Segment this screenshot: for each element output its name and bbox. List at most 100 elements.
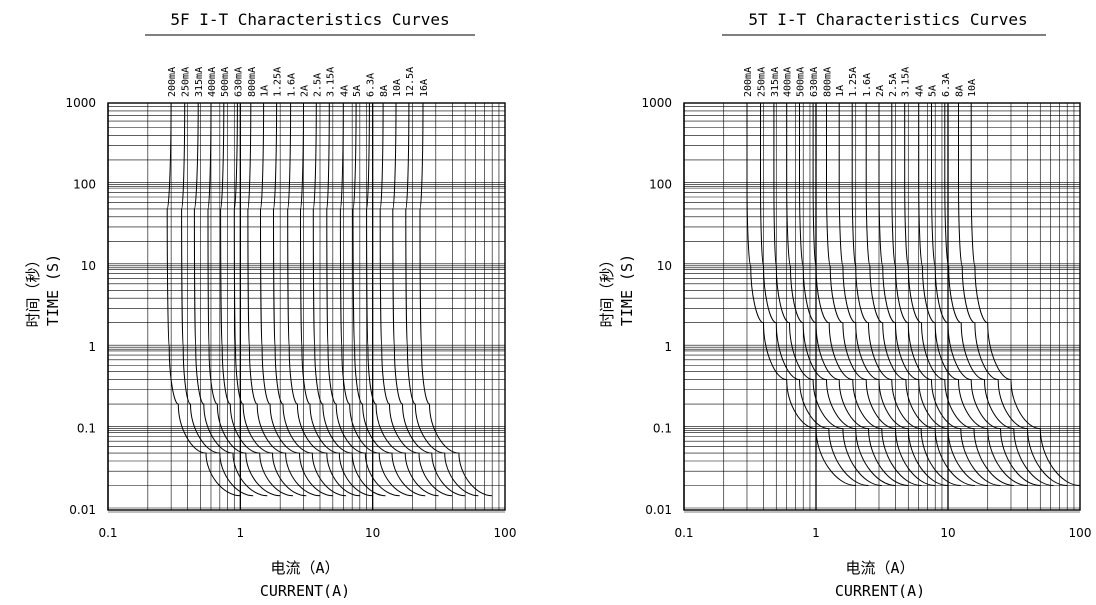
curve-3.15A xyxy=(326,103,400,497)
curve-label: 1.25A xyxy=(848,67,859,97)
curve-2.5A xyxy=(891,103,1001,486)
curve-500mA xyxy=(798,103,909,486)
curve-630mA xyxy=(812,103,922,486)
curve-4A xyxy=(918,103,1028,486)
curve-label: 400mA xyxy=(783,67,794,97)
curve-1.6A xyxy=(287,103,360,497)
x-axis-label-en: CURRENT(A) xyxy=(835,582,925,600)
y-tick-label: 10 xyxy=(657,259,672,273)
curve-label: 4A xyxy=(339,85,350,97)
curve-315mA xyxy=(193,103,268,497)
y-tick-label: 100 xyxy=(649,177,672,191)
y-tick-label: 100 xyxy=(73,177,96,191)
curve-label: 630mA xyxy=(233,67,244,97)
curve-3.15A xyxy=(904,103,1014,486)
y-axis-label-en: TIME (S) xyxy=(44,254,62,326)
x-axis-label-en: CURRENT(A) xyxy=(260,582,350,600)
chart-title: 5T I-T Characteristics Curves xyxy=(748,10,1027,29)
grid xyxy=(683,103,1080,513)
curve-800mA xyxy=(247,103,321,497)
plot-frame xyxy=(107,102,506,511)
curve-630mA xyxy=(233,103,307,497)
x-tick-label: 1 xyxy=(237,526,245,540)
curve-labels: 200mA 250mA 315mA 400mA 500mA 630mA 800mA 1A 1.2… xyxy=(167,67,430,97)
curve-label: 8A xyxy=(955,85,966,97)
curve-4A xyxy=(339,103,413,497)
curve-250mA xyxy=(181,103,254,497)
curve-label: 12.5A xyxy=(405,67,416,97)
chart-5t: 5T I-T Characteristics Curves 200mA 250mA… xyxy=(598,10,1091,600)
curve-1.25A xyxy=(851,103,961,486)
curve-label: 630mA xyxy=(809,67,820,97)
curve-1.6A xyxy=(865,103,975,486)
curve-label: 500mA xyxy=(220,67,231,97)
curve-label: 800mA xyxy=(823,67,834,97)
curve-label: 500mA xyxy=(796,67,807,97)
curve-label: 1A xyxy=(835,85,846,97)
plot-frame xyxy=(683,102,1081,511)
y-axis-label: 时间（秒） xyxy=(598,252,616,327)
curve-label: 2A xyxy=(875,85,886,97)
y-tick-label: 1000 xyxy=(65,96,96,110)
x-tick-label: 0.1 xyxy=(98,526,117,540)
curve-2.5A xyxy=(312,103,386,497)
y-tick-label: 1000 xyxy=(641,96,672,110)
curve-label: 400mA xyxy=(207,67,218,97)
x-tick-label: 10 xyxy=(940,526,955,540)
curve-400mA xyxy=(207,103,281,497)
curve-label: 315mA xyxy=(194,67,205,97)
x-axis-label: 电流（A） xyxy=(845,559,914,577)
curve-label: 3.15A xyxy=(901,67,912,97)
curve-5A xyxy=(352,103,426,497)
curve-label: 5A xyxy=(352,85,363,97)
curve-2A xyxy=(878,103,988,486)
chart-title: 5F I-T Characteristics Curves xyxy=(170,10,449,29)
y-tick-label: 0.1 xyxy=(77,422,96,436)
chart-5f: 5F I-T Characteristics Curves 200mA 250mA… xyxy=(24,10,516,600)
curve-label: 1.6A xyxy=(862,73,873,97)
curve-label: 250mA xyxy=(181,67,192,97)
y-tick-label: 0.01 xyxy=(645,503,672,517)
curve-200mA xyxy=(166,103,241,497)
x-tick-label: 100 xyxy=(1069,526,1092,540)
curve-8A xyxy=(379,103,453,497)
curve-6.3A xyxy=(944,103,1054,486)
curve-label: 5A xyxy=(928,85,939,97)
grid xyxy=(107,103,505,513)
y-tick-label: 1 xyxy=(664,340,672,354)
curve-label: 2A xyxy=(300,85,311,97)
curve-16A xyxy=(419,103,493,497)
curve-label: 1.6A xyxy=(287,73,298,97)
curve-8A xyxy=(957,103,1068,486)
curve-label: 6.3A xyxy=(365,73,376,97)
curve-label: 3.15A xyxy=(325,67,336,97)
y-tick-label: 0.1 xyxy=(653,422,672,436)
curve-label: 200mA xyxy=(743,67,754,97)
curve-5A xyxy=(930,103,1041,486)
curve-label: 2.5A xyxy=(312,73,323,97)
y-tick-label: 0.01 xyxy=(69,503,96,517)
x-tick-label: 1 xyxy=(812,526,820,540)
curve-1A xyxy=(259,103,333,497)
curve-labels: 200mA 250mA 315mA 400mA 500mA 630mA 800mA 1A 1.2… xyxy=(743,67,978,97)
curve-12.5A xyxy=(405,103,479,497)
y-tick-label: 1 xyxy=(88,340,96,354)
curve-800mA xyxy=(825,103,936,486)
curve-6.3A xyxy=(366,103,439,497)
curve-10A xyxy=(970,103,1080,486)
curve-315mA xyxy=(773,103,882,486)
curve-label: 1A xyxy=(260,85,271,97)
curves xyxy=(746,103,1080,486)
curve-label: 10A xyxy=(392,79,403,97)
y-tick-label: 10 xyxy=(81,259,96,273)
curve-label: 315mA xyxy=(770,67,781,97)
x-tick-label: 0.1 xyxy=(674,526,693,540)
curve-1.25A xyxy=(272,103,347,497)
curve-label: 4A xyxy=(915,85,926,97)
curve-200mA xyxy=(746,103,856,486)
curve-10A xyxy=(392,103,466,497)
curve-label: 250mA xyxy=(757,67,768,97)
curve-400mA xyxy=(786,103,896,486)
